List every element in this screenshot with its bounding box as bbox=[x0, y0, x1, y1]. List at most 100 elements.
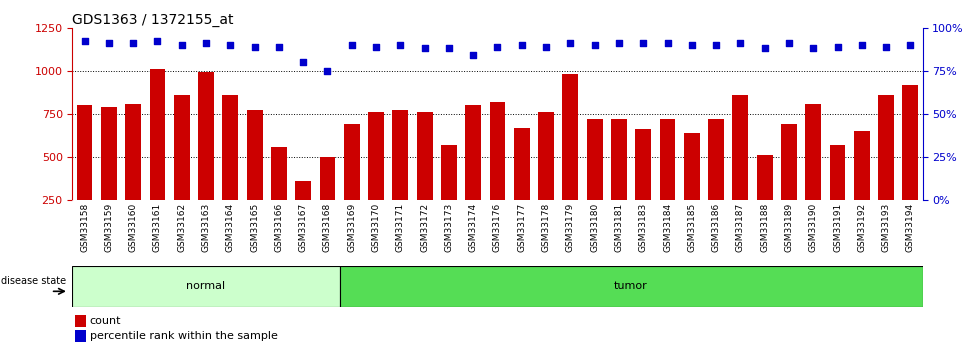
Bar bbox=[72, 266, 340, 307]
Text: GSM33177: GSM33177 bbox=[517, 203, 526, 253]
Point bbox=[296, 59, 311, 65]
Text: GSM33183: GSM33183 bbox=[639, 203, 648, 253]
Text: GSM33187: GSM33187 bbox=[736, 203, 745, 253]
Text: GSM33186: GSM33186 bbox=[712, 203, 721, 253]
Text: GSM33178: GSM33178 bbox=[542, 203, 551, 253]
Text: GSM33164: GSM33164 bbox=[226, 203, 235, 252]
Point bbox=[417, 46, 433, 51]
Bar bbox=[344, 124, 359, 243]
Point bbox=[878, 44, 894, 49]
Bar bbox=[75, 330, 86, 342]
Bar bbox=[198, 72, 213, 243]
Point bbox=[684, 42, 699, 48]
Text: GSM33165: GSM33165 bbox=[250, 203, 259, 253]
Text: disease state: disease state bbox=[2, 276, 67, 286]
Text: tumor: tumor bbox=[614, 282, 648, 291]
Text: GSM33179: GSM33179 bbox=[566, 203, 575, 253]
Bar bbox=[684, 133, 699, 243]
Point bbox=[466, 52, 481, 58]
Bar bbox=[271, 147, 287, 243]
Bar bbox=[150, 69, 165, 243]
Text: GSM33184: GSM33184 bbox=[663, 203, 672, 252]
Point bbox=[757, 46, 773, 51]
Text: GSM33166: GSM33166 bbox=[274, 203, 283, 253]
Point bbox=[660, 40, 675, 46]
Bar bbox=[246, 110, 263, 243]
Text: GSM33163: GSM33163 bbox=[202, 203, 211, 253]
Point bbox=[101, 40, 117, 46]
Text: GSM33171: GSM33171 bbox=[396, 203, 405, 253]
Point bbox=[902, 42, 918, 48]
Point bbox=[562, 40, 578, 46]
Point bbox=[514, 42, 529, 48]
Bar bbox=[708, 119, 724, 243]
Text: GSM33159: GSM33159 bbox=[104, 203, 113, 253]
Point bbox=[344, 42, 359, 48]
Text: GSM33161: GSM33161 bbox=[153, 203, 162, 253]
Bar bbox=[416, 112, 433, 243]
Bar bbox=[586, 119, 603, 243]
Bar bbox=[660, 119, 675, 243]
Bar bbox=[854, 131, 869, 243]
Text: GSM33181: GSM33181 bbox=[614, 203, 623, 253]
Text: percentile rank within the sample: percentile rank within the sample bbox=[90, 331, 277, 341]
Bar bbox=[611, 119, 627, 243]
Bar bbox=[636, 129, 651, 243]
Point bbox=[854, 42, 869, 48]
Bar bbox=[490, 102, 505, 243]
Point bbox=[830, 44, 845, 49]
Text: GSM33180: GSM33180 bbox=[590, 203, 599, 253]
Bar bbox=[756, 155, 773, 243]
Bar bbox=[340, 266, 923, 307]
Point bbox=[198, 40, 213, 46]
Bar bbox=[76, 105, 93, 243]
Point bbox=[150, 39, 165, 44]
Text: GSM33173: GSM33173 bbox=[444, 203, 453, 253]
Text: GSM33176: GSM33176 bbox=[493, 203, 502, 253]
Bar bbox=[732, 95, 749, 243]
Text: GSM33170: GSM33170 bbox=[372, 203, 381, 253]
Text: GSM33169: GSM33169 bbox=[347, 203, 356, 253]
Text: GSM33188: GSM33188 bbox=[760, 203, 769, 253]
Point bbox=[368, 44, 384, 49]
Bar bbox=[781, 124, 797, 243]
Bar bbox=[902, 85, 919, 243]
Bar bbox=[830, 145, 845, 243]
Bar bbox=[222, 95, 239, 243]
Point bbox=[708, 42, 724, 48]
Text: GSM33189: GSM33189 bbox=[784, 203, 793, 253]
Point bbox=[271, 44, 287, 49]
Text: GSM33193: GSM33193 bbox=[882, 203, 891, 253]
Bar bbox=[562, 74, 579, 243]
Text: GDS1363 / 1372155_at: GDS1363 / 1372155_at bbox=[72, 12, 234, 27]
Bar bbox=[101, 107, 117, 243]
Point bbox=[247, 44, 263, 49]
Text: GSM33162: GSM33162 bbox=[177, 203, 186, 252]
Text: GSM33194: GSM33194 bbox=[906, 203, 915, 252]
Bar bbox=[514, 128, 529, 243]
Text: GSM33174: GSM33174 bbox=[469, 203, 478, 252]
Text: GSM33192: GSM33192 bbox=[857, 203, 867, 252]
Point bbox=[490, 44, 505, 49]
Point bbox=[538, 44, 554, 49]
Bar bbox=[126, 104, 141, 243]
Text: normal: normal bbox=[186, 282, 226, 291]
Text: GSM33191: GSM33191 bbox=[833, 203, 842, 253]
Bar bbox=[538, 112, 554, 243]
Text: count: count bbox=[90, 316, 122, 326]
Text: GSM33168: GSM33168 bbox=[323, 203, 332, 253]
Bar bbox=[368, 112, 384, 243]
Text: GSM33190: GSM33190 bbox=[809, 203, 818, 253]
Point bbox=[77, 39, 93, 44]
Bar bbox=[466, 105, 481, 243]
Bar bbox=[174, 95, 189, 243]
Point bbox=[392, 42, 408, 48]
Bar bbox=[392, 110, 409, 243]
Point bbox=[126, 40, 141, 46]
Point bbox=[441, 46, 457, 51]
Point bbox=[781, 40, 797, 46]
Bar bbox=[320, 157, 335, 243]
Point bbox=[587, 42, 603, 48]
Text: GSM33158: GSM33158 bbox=[80, 203, 89, 253]
Point bbox=[806, 46, 821, 51]
